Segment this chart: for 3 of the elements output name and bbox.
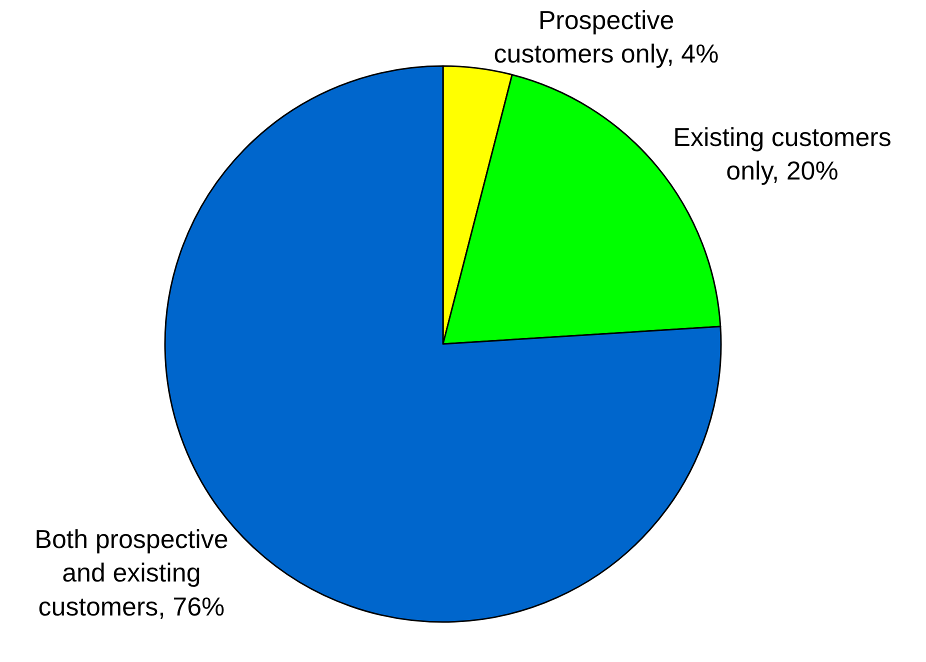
slice-label: Both prospective and existing customers, 76%	[34, 524, 228, 622]
slice-label: Existing customers only, 20%	[673, 122, 892, 186]
slice-label: Prospective customers only, 4%	[494, 4, 719, 69]
